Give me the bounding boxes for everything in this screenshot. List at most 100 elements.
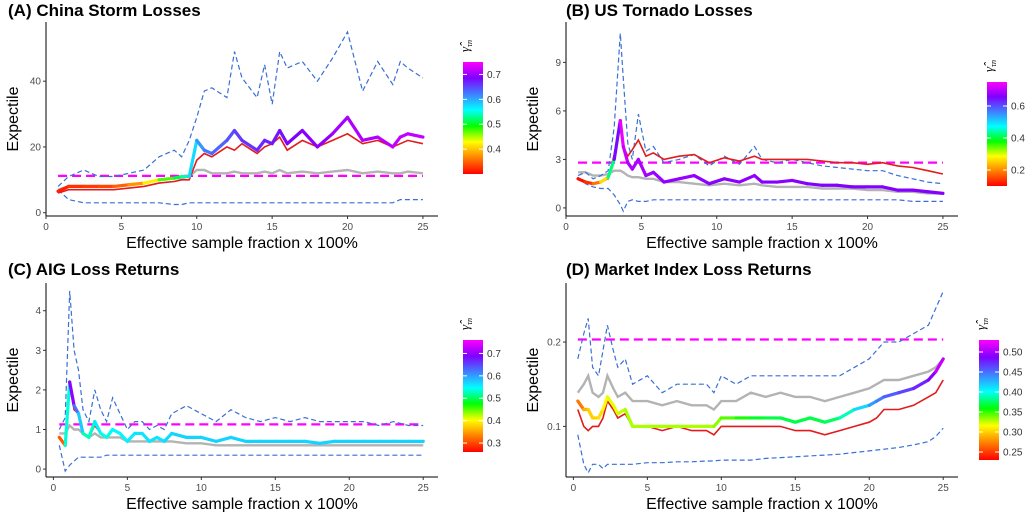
legend-colorbar: γ̂τn 0.4 0.5 0.6 0.7	[457, 40, 501, 174]
estimate-segment	[361, 135, 380, 142]
estimate-segment	[636, 157, 648, 178]
estimate-segment	[606, 157, 616, 179]
x-tick-label: 0	[43, 222, 49, 233]
x-tick-label: 15	[787, 222, 799, 233]
legend-title-subscript: τn	[981, 318, 990, 325]
x-axis-label: Effective sample fraction x 100%	[646, 235, 878, 252]
x-tick-label: 10	[191, 222, 203, 233]
estimate-segment	[56, 184, 71, 193]
x-tick-label: 20	[342, 222, 354, 233]
estimate-segment	[285, 128, 304, 146]
x-tick-label: 10	[196, 483, 208, 494]
y-tick-label: 0	[555, 203, 561, 214]
estimate-segment	[303, 439, 322, 445]
panel-title: (B) US Tornado Losses	[566, 1, 753, 20]
legend-tick-label: 0.5	[487, 120, 501, 131]
estimate-segment	[808, 416, 827, 424]
estimate-segment	[934, 357, 945, 374]
estimate-segment	[376, 135, 395, 149]
y-tick-label: 0.2	[547, 338, 561, 349]
estimate-segment	[406, 132, 425, 139]
estimate-segment	[612, 119, 622, 162]
legend-tick-label: 0.50	[1003, 348, 1023, 359]
legend-tick-label: 0.6	[487, 371, 501, 382]
estimate-segment	[651, 170, 666, 184]
y-tick-label: 4	[35, 306, 41, 317]
legend-colorbar: γ̂τn 0.2 0.4 0.6	[981, 60, 1025, 186]
x-tick-label: 0	[563, 222, 569, 233]
y-tick-label: 3	[555, 155, 561, 166]
legend-title-subscript: τn	[989, 60, 998, 67]
panel-title: (C) AIG Loss Returns	[8, 260, 179, 279]
estimate-segment	[170, 431, 189, 440]
estimate-segment	[576, 399, 586, 412]
estimate-segment	[677, 173, 696, 181]
estimate-segment	[838, 407, 857, 420]
estimate-segment	[142, 178, 161, 185]
estimate-segment	[912, 378, 931, 391]
lower-band-line	[577, 427, 944, 475]
x-axis-label: Effective sample fraction x 100%	[126, 235, 358, 252]
estimate-segment	[621, 144, 630, 165]
estimate-segment	[793, 416, 812, 424]
estimate-segment	[692, 173, 711, 186]
x-tick-label: 15	[267, 222, 279, 233]
lower-band-line	[577, 176, 943, 213]
y-tick-label: 9	[555, 58, 561, 69]
legend-tick-label: 0.2	[1011, 166, 1025, 177]
estimate-segment	[240, 138, 259, 152]
legend-title: γ̂τn	[981, 60, 998, 72]
estimate-segment	[897, 386, 916, 395]
panel-b: (B) US Tornado Losses 0 5 10 15 20 25 0 3 6 9 Effec…	[525, 1, 1025, 252]
y-tick-label: 6	[555, 106, 561, 117]
estimate-segment	[790, 178, 809, 186]
estimate-segment	[618, 119, 625, 149]
estimate-segment	[881, 185, 900, 192]
legend-gradient-bar	[463, 340, 483, 452]
estimate-segment	[778, 416, 797, 424]
estimate-segment	[93, 419, 103, 436]
estimate-segment	[105, 427, 115, 440]
estimate-segment	[112, 183, 131, 189]
lower-band-line	[57, 189, 423, 206]
y-tick-label: 2	[35, 385, 41, 396]
estimate-segment	[214, 435, 233, 443]
panel-title: (A) China Storm Losses	[8, 1, 201, 20]
estimate-segment	[823, 416, 842, 424]
legend-tick-label: 0.35	[1003, 408, 1023, 419]
estimate-segment	[315, 132, 335, 149]
x-tick-label: 20	[864, 483, 876, 494]
estimate-segment	[605, 395, 615, 407]
y-tick-label: 40	[30, 77, 42, 88]
upper-band-line	[58, 290, 424, 431]
y-tick-label: 0	[35, 208, 41, 219]
x-tick-label: 5	[639, 222, 645, 233]
legend-tick-label: 0.40	[1003, 388, 1023, 399]
legend-tick-label: 0.30	[1003, 428, 1023, 439]
estimate-segment	[345, 115, 365, 142]
legend-tick-label: 0.4	[1011, 134, 1025, 145]
legend-gradient-bar	[979, 340, 999, 460]
estimate-segment	[926, 190, 945, 195]
estimate-segment	[278, 128, 289, 146]
estimate-segment	[127, 181, 146, 187]
estimate-segment	[707, 177, 726, 186]
estimate-segment	[225, 128, 237, 142]
x-tick-label: 10	[711, 222, 723, 233]
legend-title-subscript: τn	[465, 318, 474, 325]
estimate-segment	[87, 419, 97, 440]
estimate-segment	[601, 395, 610, 412]
legend-tick-label: 0.5	[487, 394, 501, 405]
estimate-segment	[229, 435, 248, 443]
y-axis-label: Expectile	[525, 347, 542, 412]
estimate-segment	[926, 369, 938, 382]
estimate-segment	[852, 403, 871, 412]
estimate-segment	[68, 380, 76, 408]
x-tick-label: 5	[119, 222, 125, 233]
y-tick-label: 1	[35, 425, 41, 436]
x-axis-label: Effective sample fraction x 100%	[646, 496, 878, 512]
panel-d: (D) Market Index Loss Returns 0 5 10 15 20 25 0…	[525, 260, 1023, 512]
y-tick-label: 3	[35, 346, 41, 357]
estimate-segment	[318, 439, 337, 445]
